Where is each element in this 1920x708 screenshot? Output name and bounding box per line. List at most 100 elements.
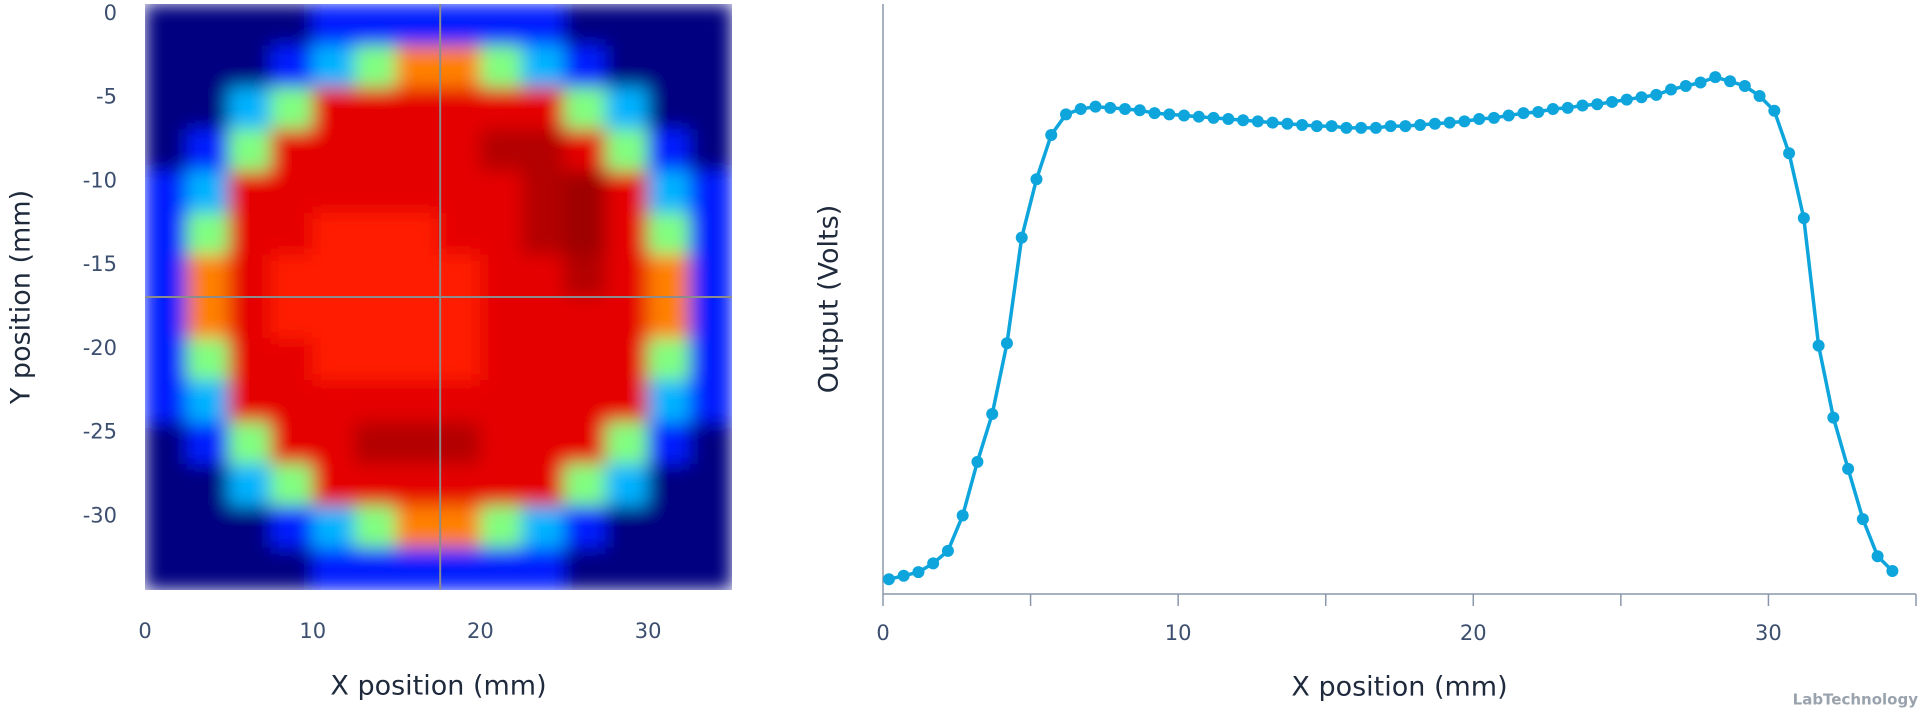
data-point bbox=[1724, 75, 1737, 88]
heatmap-cell bbox=[438, 547, 481, 590]
heatmap-cell bbox=[312, 422, 356, 465]
heatmap-cell bbox=[270, 422, 314, 465]
heatmap-cell bbox=[270, 463, 314, 507]
x-tick-label: 0 bbox=[876, 621, 889, 645]
heatmap-cell bbox=[479, 547, 523, 590]
heatmap-cell bbox=[186, 463, 230, 507]
data-point bbox=[1369, 121, 1382, 134]
data-point bbox=[1487, 111, 1500, 124]
heatmap-cell bbox=[647, 296, 691, 340]
data-point bbox=[1473, 113, 1486, 126]
heatmap-cell bbox=[228, 87, 272, 131]
heatmap-cell bbox=[145, 338, 188, 382]
heatmap-cell bbox=[270, 87, 314, 131]
heatmap-cell bbox=[145, 254, 188, 298]
heatmap-cell bbox=[312, 4, 356, 47]
heatmap-cell bbox=[228, 338, 272, 382]
heatmap-cell bbox=[438, 296, 481, 340]
heatmap-cell bbox=[186, 254, 230, 298]
heatmap-cell bbox=[479, 4, 523, 47]
x-tick-label: 30 bbox=[1755, 621, 1782, 645]
heatmap-cell bbox=[228, 422, 272, 465]
heatmap-cell bbox=[438, 463, 481, 507]
heatmap-cell bbox=[521, 4, 565, 47]
heatmap-cell bbox=[186, 422, 230, 465]
heatmap-cell bbox=[647, 547, 691, 590]
heatmap-cell bbox=[521, 380, 565, 424]
heatmap-cell bbox=[228, 463, 272, 507]
heatmap-cell bbox=[354, 380, 398, 424]
heatmap-cell bbox=[186, 505, 230, 549]
heatmap-cell bbox=[521, 45, 565, 89]
heatmap-cell bbox=[396, 254, 439, 298]
heatmap-cell bbox=[186, 4, 230, 47]
heatmap-cell bbox=[186, 129, 230, 172]
x-tick-label: 0 bbox=[138, 619, 151, 643]
heatmap-cell bbox=[312, 505, 356, 549]
data-point bbox=[1045, 128, 1058, 141]
heatmap-cell bbox=[479, 254, 523, 298]
heatmap-cell bbox=[228, 296, 272, 340]
heatmap-cell bbox=[438, 505, 481, 549]
data-point bbox=[1679, 80, 1692, 93]
heatmap-cell bbox=[396, 338, 439, 382]
heatmap-cell bbox=[312, 212, 356, 256]
heatmap-cell bbox=[145, 129, 188, 172]
data-point bbox=[1443, 116, 1456, 129]
heatmap-cell bbox=[312, 338, 356, 382]
data-point bbox=[1340, 121, 1353, 134]
heatmap-cell bbox=[521, 296, 565, 340]
heatmap-cell bbox=[605, 4, 649, 47]
heatmap-cell bbox=[689, 45, 732, 89]
heatmap-cell bbox=[689, 170, 732, 214]
heatmap-cell bbox=[354, 45, 398, 89]
heatmap-cell bbox=[354, 547, 398, 590]
data-point bbox=[912, 566, 925, 579]
data-point bbox=[1148, 107, 1161, 120]
heatmap-cell bbox=[563, 380, 607, 424]
data-point bbox=[1355, 121, 1368, 134]
heatmap-cell bbox=[438, 212, 481, 256]
heatmap-cell bbox=[689, 547, 732, 590]
heatmap-cell bbox=[145, 212, 188, 256]
heatmap-cell bbox=[228, 170, 272, 214]
y-tick-label: -20 bbox=[83, 336, 117, 360]
heatmap-cell bbox=[438, 380, 481, 424]
data-point bbox=[1856, 513, 1869, 526]
data-point bbox=[1458, 115, 1471, 128]
heatmap-cell bbox=[479, 296, 523, 340]
x-tick-label: 10 bbox=[299, 619, 326, 643]
heatmap-cell bbox=[647, 505, 691, 549]
heatmap-cell bbox=[145, 547, 188, 590]
data-point bbox=[1650, 88, 1663, 101]
heatmap-cell bbox=[396, 422, 439, 465]
heatmap-cell bbox=[689, 296, 732, 340]
heatmap-cell bbox=[647, 87, 691, 131]
heatmap-cell bbox=[396, 87, 439, 131]
data-point bbox=[986, 408, 999, 421]
y-axis-title: Y position (mm) bbox=[6, 190, 37, 405]
data-line bbox=[888, 75, 1894, 582]
x-axis-title: X position (mm) bbox=[330, 671, 546, 702]
data-point bbox=[1738, 80, 1751, 93]
heatmap-cell bbox=[312, 296, 356, 340]
data-point bbox=[1842, 462, 1855, 475]
heatmap-cell bbox=[605, 505, 649, 549]
heatmap-cell bbox=[438, 129, 481, 172]
heatmap-cell bbox=[479, 212, 523, 256]
heatmap-cell bbox=[689, 87, 732, 131]
heatmap-cell bbox=[145, 505, 188, 549]
x-tick-label: 20 bbox=[467, 619, 494, 643]
heatmap-cell bbox=[354, 463, 398, 507]
data-point bbox=[1325, 120, 1338, 133]
data-point bbox=[1015, 231, 1028, 244]
heatmap-cell bbox=[186, 87, 230, 131]
heatmap-cell bbox=[605, 296, 649, 340]
data-point bbox=[971, 455, 984, 468]
heatmap-cell bbox=[605, 87, 649, 131]
heatmap-cell bbox=[312, 547, 356, 590]
data-point bbox=[1517, 107, 1530, 120]
heatmap-cell bbox=[270, 296, 314, 340]
data-point bbox=[1251, 115, 1264, 128]
heatmap-cell bbox=[689, 463, 732, 507]
